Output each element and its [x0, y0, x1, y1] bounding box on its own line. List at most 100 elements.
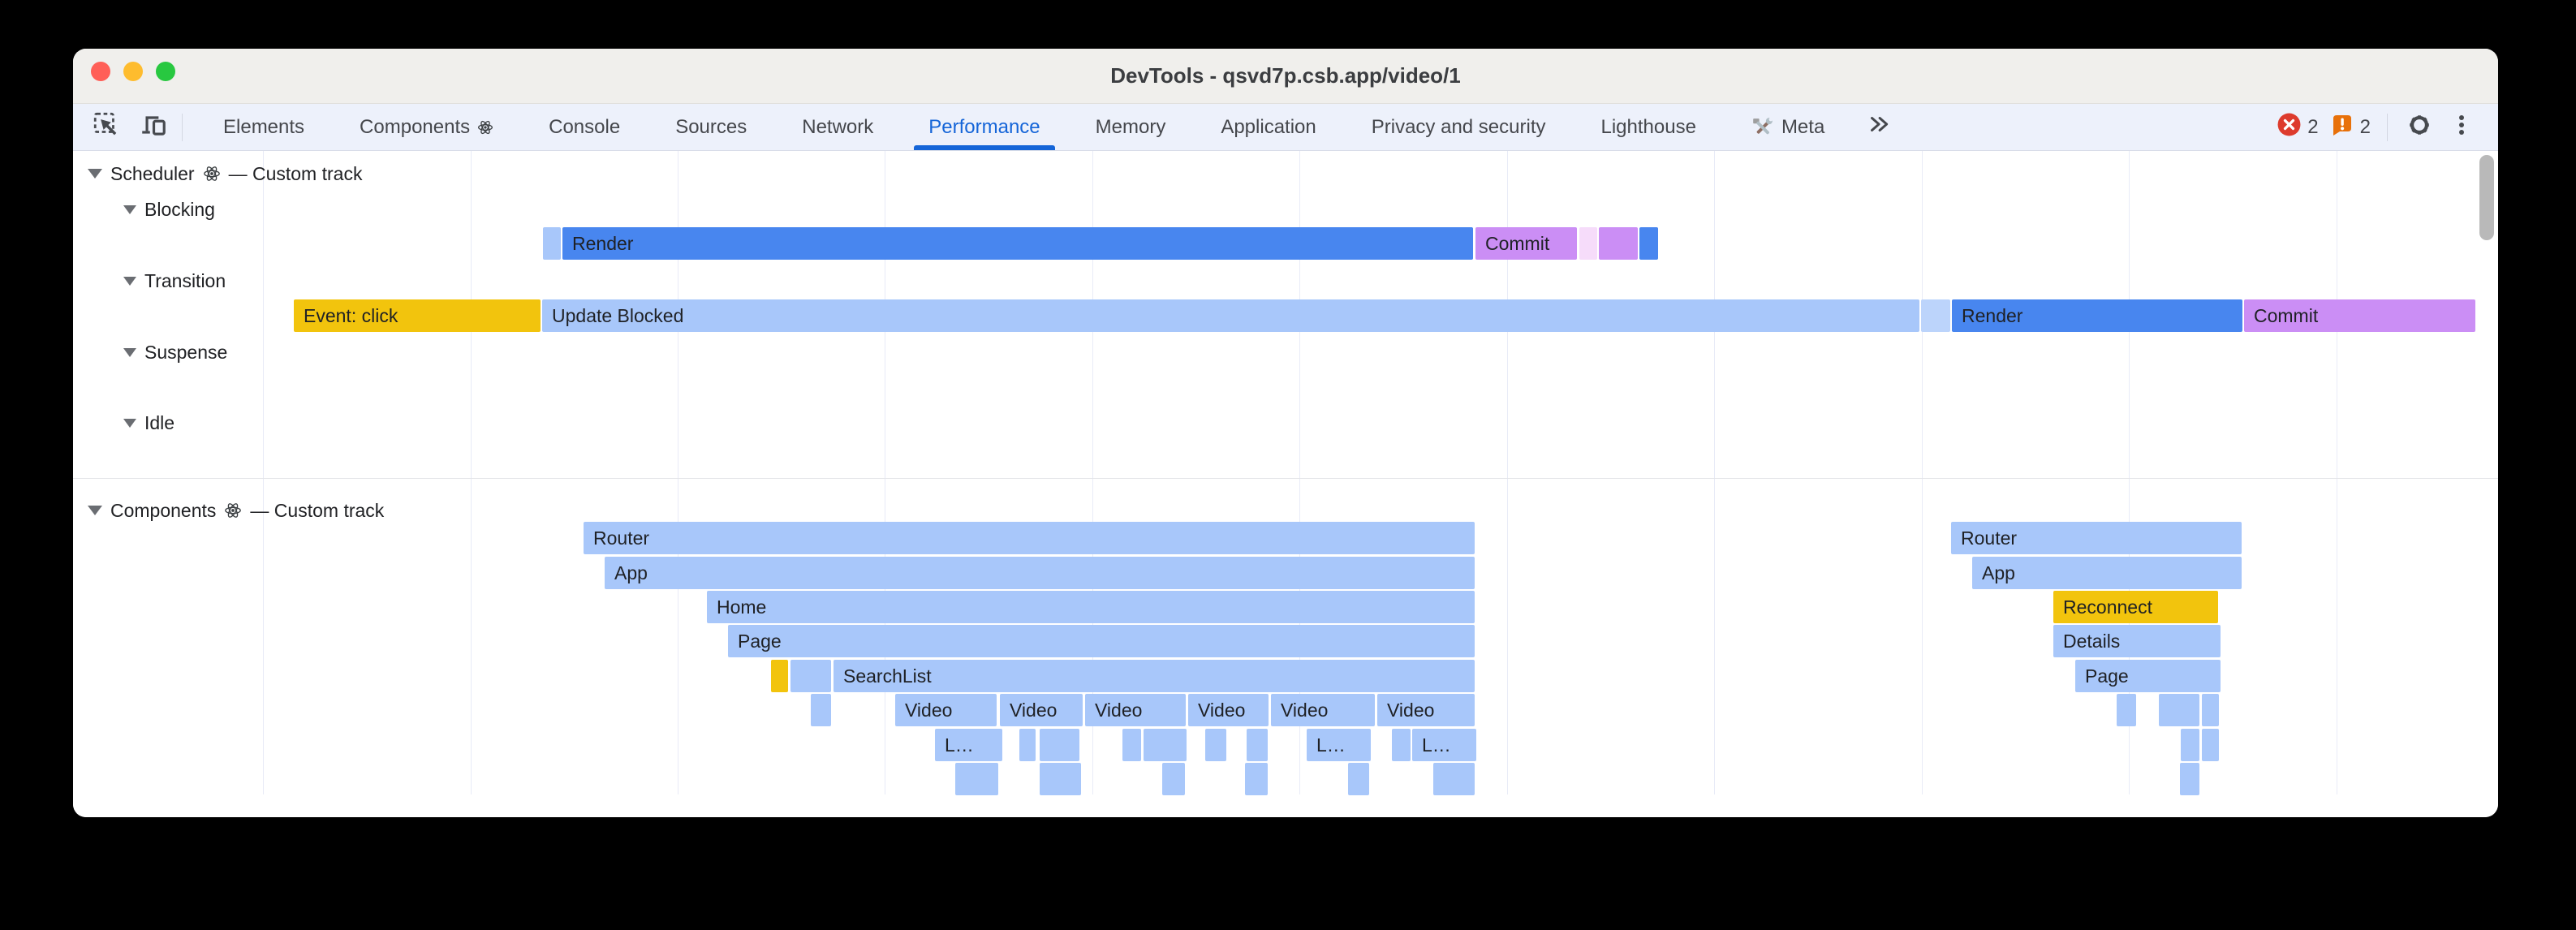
three-dot-menu-icon — [2449, 113, 2474, 141]
tab-label: Application — [1221, 115, 1316, 138]
track-header-scheduler[interactable]: Scheduler — Custom track — [88, 161, 362, 186]
lane-label-suspense[interactable]: Suspense — [123, 340, 227, 364]
flame-bar-video[interactable]: Video — [1000, 694, 1083, 726]
flame-bar-page[interactable]: Page — [728, 625, 1475, 657]
flame-bar-update-blocked[interactable]: Update Blocked — [542, 299, 1919, 332]
flame-bar[interactable] — [1433, 763, 1475, 795]
grid-line — [471, 151, 472, 794]
tab-elements[interactable]: Elements — [196, 104, 332, 150]
flame-bar[interactable] — [1205, 729, 1226, 761]
minimize-button[interactable] — [123, 62, 143, 81]
device-toolbar-button[interactable] — [138, 112, 169, 143]
flame-bar-commit[interactable]: Commit — [2244, 299, 2475, 332]
panel-tabs: Elements Components Console Sources Network P… — [196, 104, 1852, 150]
more-tabs-button[interactable] — [1857, 104, 1899, 150]
lane-label-transition[interactable]: Transition — [123, 269, 226, 293]
flame-bar-video[interactable]: Video — [1271, 694, 1375, 726]
menu-button[interactable] — [2446, 112, 2477, 143]
lane-label-idle[interactable]: Idle — [123, 411, 174, 435]
close-button[interactable] — [91, 62, 110, 81]
flame-bar[interactable] — [955, 763, 998, 795]
flame-bar-router[interactable]: Router — [584, 522, 1475, 554]
tab-meta[interactable]: Meta — [1724, 104, 1852, 150]
flame-bar[interactable] — [1247, 729, 1268, 761]
flame-bar[interactable] — [1144, 729, 1187, 761]
tab-memory[interactable]: Memory — [1068, 104, 1194, 150]
flame-bar-app[interactable]: App — [1972, 557, 2242, 589]
flame-bar-l-[interactable]: L… — [1307, 729, 1371, 761]
flame-bar-video[interactable]: Video — [1085, 694, 1186, 726]
flame-bar[interactable] — [2180, 763, 2199, 795]
flame-bar-video[interactable]: Video — [1188, 694, 1269, 726]
vertical-scrollbar-thumb[interactable] — [2479, 155, 2494, 240]
settings-button[interactable] — [2404, 112, 2435, 143]
inspect-cursor-icon — [92, 110, 121, 144]
inspect-element-button[interactable] — [91, 112, 122, 143]
tab-network[interactable]: Network — [774, 104, 901, 150]
flame-bar-router[interactable]: Router — [1951, 522, 2242, 554]
error-count: 2 — [2307, 115, 2319, 138]
flame-bar[interactable] — [1392, 729, 1411, 761]
flame-bar-searchlist[interactable]: SearchList — [834, 660, 1475, 692]
lane-name: Suspense — [144, 341, 228, 363]
track-header-components[interactable]: Components — Custom track — [88, 498, 384, 523]
flame-bar[interactable] — [2117, 694, 2136, 726]
collapse-triangle-icon — [123, 347, 136, 357]
flame-bar[interactable] — [790, 660, 831, 692]
flame-bar-home[interactable]: Home — [707, 591, 1475, 623]
flame-bar[interactable] — [1599, 227, 1638, 260]
flame-bar-event-click[interactable]: Event: click — [294, 299, 541, 332]
flame-bar[interactable] — [771, 660, 788, 692]
flame-bar-commit[interactable]: Commit — [1475, 227, 1577, 260]
double-chevron-icon — [1865, 111, 1891, 143]
tools-icon — [1751, 116, 1774, 139]
flame-bar[interactable] — [1040, 729, 1079, 761]
flame-bar[interactable] — [1348, 763, 1369, 795]
flame-bar-l-[interactable]: L… — [935, 729, 1002, 761]
flame-bar[interactable] — [1019, 729, 1036, 761]
flame-bar[interactable] — [1639, 227, 1658, 260]
tab-lighthouse[interactable]: Lighthouse — [1574, 104, 1724, 150]
flame-bar[interactable] — [1040, 763, 1081, 795]
tab-privacy-and-security[interactable]: Privacy and security — [1344, 104, 1574, 150]
tab-label: Privacy and security — [1371, 115, 1546, 138]
performance-flame-chart: Scheduler — Custom track Blocking Transit… — [73, 151, 2498, 817]
flame-bar[interactable] — [2159, 694, 2199, 726]
warning-icon — [2330, 112, 2354, 142]
flame-bar[interactable] — [811, 694, 831, 726]
flame-bar[interactable] — [1122, 729, 1141, 761]
track-name: Scheduler — [110, 162, 195, 184]
error-badge[interactable]: 2 — [2277, 112, 2319, 143]
flame-bar-app[interactable]: App — [605, 557, 1475, 589]
tab-label: Elements — [223, 115, 305, 138]
warning-count: 2 — [2359, 115, 2371, 138]
lane-label-blocking[interactable]: Blocking — [123, 197, 215, 222]
flame-bar-render[interactable]: Render — [562, 227, 1473, 260]
flame-bar-video[interactable]: Video — [1377, 694, 1475, 726]
flame-bar[interactable] — [1921, 299, 1950, 332]
collapse-triangle-icon — [88, 506, 102, 515]
tab-label: Sources — [675, 115, 747, 138]
flame-bar[interactable] — [2181, 729, 2199, 761]
tab-label: Network — [802, 115, 874, 138]
flame-bar-details[interactable]: Details — [2053, 625, 2221, 657]
tab-application[interactable]: Application — [1193, 104, 1343, 150]
flame-bar-reconnect[interactable]: Reconnect — [2053, 591, 2218, 623]
flame-bar-render[interactable]: Render — [1952, 299, 2242, 332]
warning-badge[interactable]: 2 — [2330, 112, 2371, 142]
flame-bar[interactable] — [1579, 227, 1597, 260]
collapse-triangle-icon — [123, 205, 136, 214]
tab-components[interactable]: Components — [332, 104, 521, 150]
flame-bar-l-[interactable]: L… — [1412, 729, 1476, 761]
tab-console[interactable]: Console — [521, 104, 648, 150]
tab-performance[interactable]: Performance — [901, 104, 1067, 150]
flame-bar[interactable] — [2202, 694, 2219, 726]
flame-bar[interactable] — [543, 227, 561, 260]
flame-bar-video[interactable]: Video — [895, 694, 997, 726]
zoom-button[interactable] — [156, 62, 175, 81]
flame-bar-page[interactable]: Page — [2075, 660, 2221, 692]
flame-bar[interactable] — [1245, 763, 1268, 795]
flame-bar[interactable] — [1162, 763, 1185, 795]
tab-sources[interactable]: Sources — [648, 104, 774, 150]
flame-bar[interactable] — [2202, 729, 2219, 761]
